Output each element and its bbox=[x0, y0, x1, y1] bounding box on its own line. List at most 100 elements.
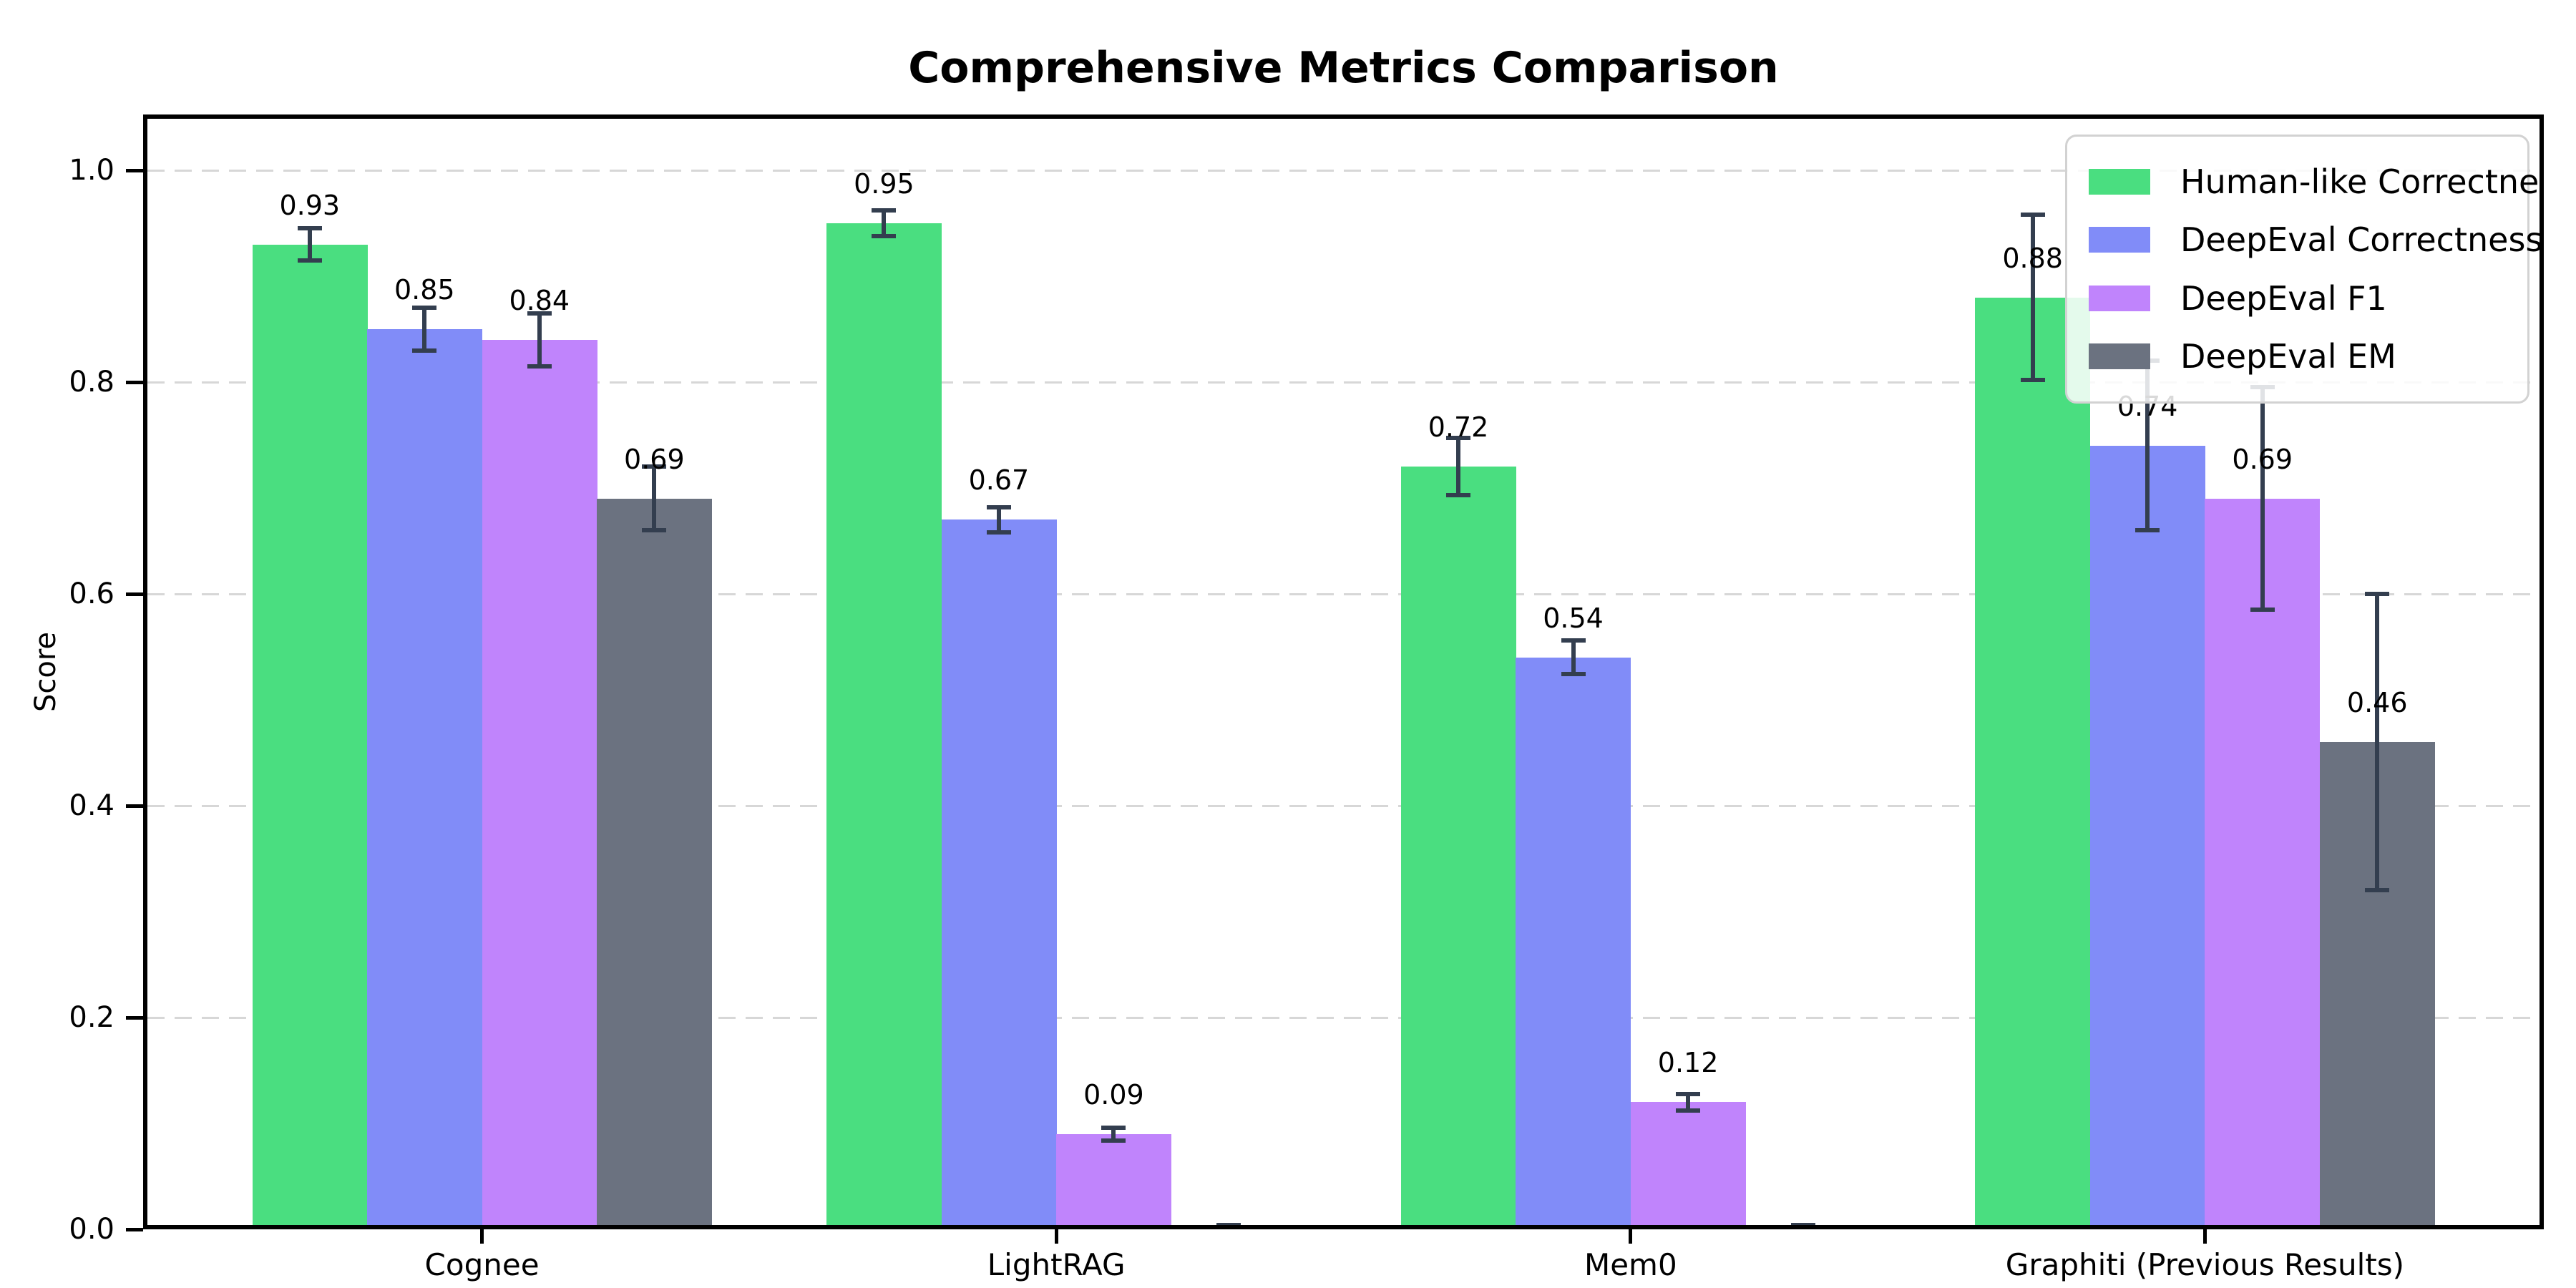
error-cap-top-cognee-human-like-correctness bbox=[297, 226, 322, 231]
legend-swatch-deepeval-f1 bbox=[2089, 285, 2150, 311]
gridline-0.8 bbox=[147, 381, 2540, 384]
x-tick-label-graphiti-previous-results: Graphiti (Previous Results) bbox=[2005, 1247, 2405, 1282]
bar-mem0-deepeval-f1 bbox=[1630, 1102, 1746, 1225]
gridline-0.2 bbox=[147, 1016, 2540, 1019]
error-cap-bottom-mem0-deepeval-f1 bbox=[1676, 1108, 1701, 1113]
error-cap-bottom-cognee-deepeval-em bbox=[642, 528, 667, 533]
error-cap-top-mem0-deepeval-em bbox=[1790, 1223, 1815, 1225]
error-cap-top-mem0-deepeval-f1 bbox=[1676, 1091, 1701, 1096]
error-bar-mem0-deepeval-f1 bbox=[1686, 1093, 1691, 1111]
error-cap-bottom-cognee-deepeval-correctness bbox=[412, 348, 437, 353]
error-cap-bottom-graphiti-previous-results-human-like-correctness bbox=[2020, 378, 2045, 383]
x-tick-graphiti-previous-results bbox=[2202, 1229, 2207, 1244]
y-tick-0.6 bbox=[126, 592, 143, 596]
value-label-graphiti-previous-results-deepeval-em: 0.46 bbox=[2346, 687, 2408, 719]
y-tick-label-0.0: 0.0 bbox=[69, 1213, 114, 1246]
error-cap-top-mem0-deepeval-correctness bbox=[1561, 638, 1586, 643]
x-tick-label-cognee: Cognee bbox=[424, 1247, 540, 1282]
error-cap-top-lightrag-deepeval-correctness bbox=[986, 504, 1011, 509]
gridline-0.4 bbox=[147, 804, 2540, 807]
legend-label-deepeval-correctness: DeepEval Correctness bbox=[2180, 220, 2543, 260]
bar-cognee-human-like-correctness bbox=[252, 244, 368, 1225]
error-cap-top-cognee-deepeval-f1 bbox=[527, 311, 552, 316]
x-tick-lightrag bbox=[1054, 1229, 1058, 1244]
error-cap-top-mem0-human-like-correctness bbox=[1446, 436, 1471, 441]
error-cap-bottom-graphiti-previous-results-deepeval-em bbox=[2365, 888, 2390, 893]
plot-area: 0.93 0.85 0.84 0.69 0.95 0.67 0.09 0.72 0.54 0.12… bbox=[143, 114, 2544, 1229]
error-bar-graphiti-previous-results-deepeval-correctness bbox=[2145, 361, 2150, 531]
value-label-cognee-deepeval-em: 0.69 bbox=[624, 443, 685, 475]
legend: Human-like Correctness DeepEval Correctne… bbox=[2065, 135, 2540, 404]
x-tick-label-mem0: Mem0 bbox=[1584, 1247, 1677, 1282]
error-bar-mem0-deepeval-correctness bbox=[1571, 640, 1576, 675]
error-cap-bottom-cognee-deepeval-f1 bbox=[527, 364, 552, 369]
bar-mem0-human-like-correctness bbox=[1400, 467, 1516, 1225]
value-label-graphiti-previous-results-human-like-correctness: 0.88 bbox=[2002, 242, 2063, 274]
error-cap-top-lightrag-deepeval-f1 bbox=[1101, 1125, 1126, 1130]
error-cap-bottom-mem0-deepeval-correctness bbox=[1561, 672, 1586, 677]
legend-item-deepeval-f1: DeepEval F1 bbox=[2089, 278, 2506, 318]
value-label-lightrag-human-like-correctness: 0.95 bbox=[854, 168, 914, 200]
value-label-lightrag-deepeval-correctness: 0.67 bbox=[968, 464, 1030, 497]
bar-graphiti-previous-results-deepeval-f1 bbox=[2205, 498, 2321, 1225]
value-label-mem0-human-like-correctness: 0.72 bbox=[1428, 411, 1489, 444]
error-cap-bottom-graphiti-previous-results-deepeval-correctness bbox=[2135, 528, 2160, 533]
bar-cognee-deepeval-em bbox=[597, 498, 713, 1225]
x-tick-mem0 bbox=[1629, 1229, 1633, 1244]
legend-swatch-deepeval-em bbox=[2089, 343, 2150, 370]
y-tick-label-0.4: 0.4 bbox=[69, 789, 114, 822]
error-cap-top-graphiti-previous-results-human-like-correctness bbox=[2020, 213, 2045, 218]
error-cap-bottom-lightrag-human-like-correctness bbox=[872, 233, 897, 238]
legend-item-deepeval-em: DeepEval EM bbox=[2089, 336, 2506, 376]
error-bar-cognee-deepeval-em bbox=[652, 467, 657, 531]
bar-cognee-deepeval-correctness bbox=[367, 329, 483, 1225]
error-cap-bottom-cognee-human-like-correctness bbox=[297, 258, 322, 263]
x-tick-cognee bbox=[480, 1229, 484, 1244]
bar-lightrag-deepeval-correctness bbox=[941, 519, 1057, 1225]
legend-label-human-like-correctness: Human-like Correctness bbox=[2180, 162, 2544, 201]
error-cap-top-lightrag-human-like-correctness bbox=[872, 208, 897, 213]
y-tick-0.8 bbox=[126, 380, 143, 384]
y-tick-0.0 bbox=[126, 1227, 143, 1231]
legend-label-deepeval-f1: DeepEval F1 bbox=[2180, 278, 2387, 318]
y-tick-label-0.2: 0.2 bbox=[69, 1001, 114, 1034]
value-label-mem0-deepeval-f1: 0.12 bbox=[1657, 1047, 1719, 1079]
value-label-lightrag-deepeval-f1: 0.09 bbox=[1083, 1078, 1144, 1111]
y-axis-label: Score bbox=[29, 631, 62, 713]
y-tick-label-0.8: 0.8 bbox=[69, 366, 114, 399]
y-tick-label-1.0: 1.0 bbox=[69, 154, 114, 187]
error-bar-cognee-deepeval-f1 bbox=[537, 313, 542, 366]
legend-swatch-human-like-correctness bbox=[2089, 168, 2150, 195]
bar-graphiti-previous-results-deepeval-correctness bbox=[2089, 445, 2205, 1225]
error-cap-top-lightrag-deepeval-em bbox=[1216, 1223, 1241, 1225]
gridline-1.0 bbox=[147, 169, 2540, 172]
error-bar-graphiti-previous-results-deepeval-em bbox=[2375, 594, 2380, 891]
y-tick-label-0.6: 0.6 bbox=[69, 577, 114, 610]
y-tick-1.0 bbox=[126, 168, 143, 172]
error-bar-lightrag-human-like-correctness bbox=[882, 210, 887, 236]
gridline-0.6 bbox=[147, 592, 2540, 595]
bar-lightrag-human-like-correctness bbox=[826, 223, 942, 1225]
value-label-cognee-deepeval-f1: 0.84 bbox=[509, 284, 570, 316]
value-label-graphiti-previous-results-deepeval-f1: 0.69 bbox=[2232, 443, 2293, 475]
error-bar-mem0-human-like-correctness bbox=[1456, 438, 1461, 496]
error-cap-top-cognee-deepeval-em bbox=[642, 464, 667, 469]
value-label-mem0-deepeval-correctness: 0.54 bbox=[1543, 602, 1604, 634]
x-tick-label-lightrag: LightRAG bbox=[987, 1247, 1126, 1282]
bar-graphiti-previous-results-human-like-correctness bbox=[1975, 297, 2091, 1225]
value-label-cognee-human-like-correctness: 0.93 bbox=[279, 189, 341, 221]
error-cap-bottom-mem0-human-like-correctness bbox=[1446, 493, 1471, 498]
error-bar-cognee-deepeval-correctness bbox=[422, 308, 427, 351]
legend-swatch-deepeval-correctness bbox=[2089, 227, 2150, 253]
bar-mem0-deepeval-correctness bbox=[1516, 657, 1631, 1225]
legend-item-human-like-correctness: Human-like Correctness bbox=[2089, 162, 2540, 202]
error-cap-top-cognee-deepeval-correctness bbox=[412, 306, 437, 311]
bar-lightrag-deepeval-f1 bbox=[1056, 1133, 1172, 1225]
error-cap-bottom-graphiti-previous-results-deepeval-f1 bbox=[2250, 608, 2275, 613]
error-bar-lightrag-deepeval-f1 bbox=[1111, 1127, 1116, 1141]
error-bar-lightrag-deepeval-correctness bbox=[996, 507, 1001, 533]
error-bar-cognee-human-like-correctness bbox=[307, 228, 312, 260]
legend-item-deepeval-correctness: DeepEval Correctness bbox=[2089, 220, 2540, 260]
value-label-cognee-deepeval-correctness: 0.85 bbox=[394, 274, 455, 306]
y-tick-0.2 bbox=[126, 1015, 143, 1020]
